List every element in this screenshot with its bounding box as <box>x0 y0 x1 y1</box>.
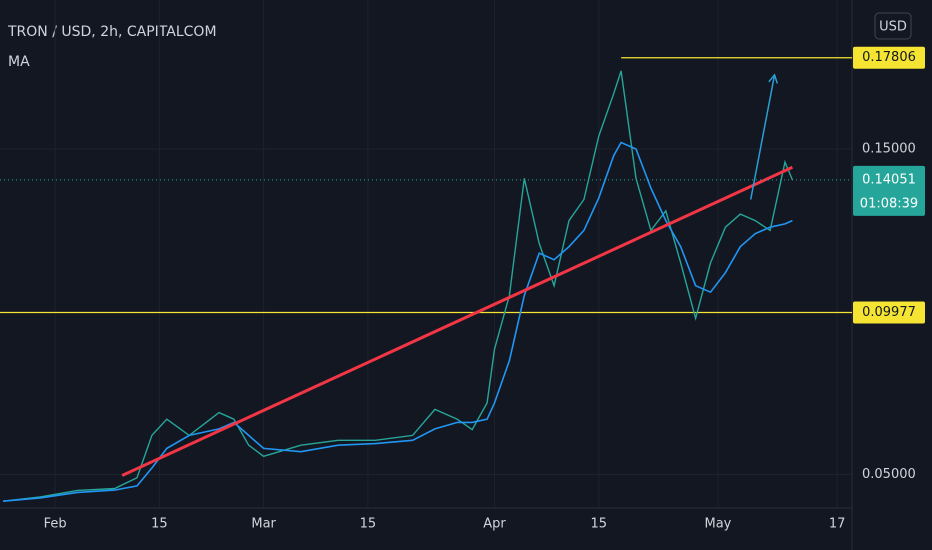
x-tick-label: 15 <box>591 517 608 532</box>
x-tick-label: Mar <box>251 517 276 532</box>
x-tick-label: 15 <box>360 517 377 532</box>
x-tick-label: 15 <box>151 517 168 532</box>
x-tick-label: Apr <box>483 517 506 532</box>
level-tag <box>853 46 925 69</box>
x-tick-label: May <box>704 517 731 532</box>
indicator-label: MA <box>8 54 30 70</box>
currency-label[interactable]: USD <box>879 20 907 35</box>
arrow <box>749 74 776 200</box>
level-tag <box>853 301 925 324</box>
currency-button[interactable] <box>874 12 912 40</box>
countdown: 01:08:39 <box>860 196 918 211</box>
level-label: 0.09977 <box>862 305 916 320</box>
level-label: 0.17806 <box>862 50 916 65</box>
series-line <box>2 70 794 502</box>
y-tick-label: 0.15000 <box>862 142 916 157</box>
last-price-tag <box>853 165 925 216</box>
chart-title: TRON / USD, 2h, CAPITALCOM <box>7 24 217 40</box>
x-tick-label: Feb <box>44 517 67 532</box>
trendline <box>121 165 794 477</box>
series-line <box>2 141 793 502</box>
x-tick-label: 17 <box>829 517 846 532</box>
arrow-head <box>768 73 779 84</box>
y-tick-label: 0.05000 <box>862 467 916 482</box>
last-price-label: 0.14051 <box>862 172 916 187</box>
